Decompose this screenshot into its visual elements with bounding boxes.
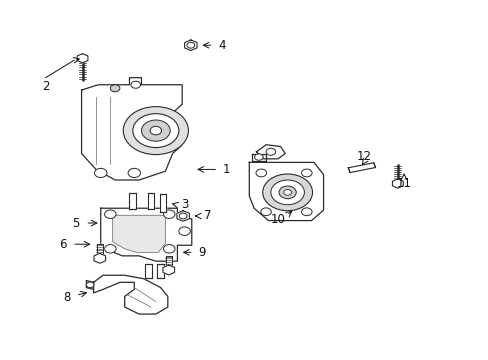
Circle shape — [186, 42, 194, 48]
Text: 6: 6 — [59, 238, 66, 251]
Polygon shape — [101, 208, 191, 261]
Circle shape — [110, 85, 120, 92]
Polygon shape — [347, 163, 375, 172]
Polygon shape — [86, 280, 93, 289]
Polygon shape — [147, 193, 154, 209]
Circle shape — [150, 126, 161, 135]
Polygon shape — [184, 40, 197, 50]
Circle shape — [270, 180, 304, 205]
Polygon shape — [251, 153, 265, 161]
Polygon shape — [163, 265, 174, 275]
Circle shape — [283, 189, 291, 195]
Circle shape — [141, 120, 170, 141]
Circle shape — [94, 168, 107, 177]
Polygon shape — [81, 78, 182, 180]
Polygon shape — [97, 244, 102, 258]
Text: 12: 12 — [356, 149, 371, 162]
Circle shape — [163, 244, 175, 253]
Circle shape — [179, 227, 190, 235]
Polygon shape — [165, 256, 171, 270]
Polygon shape — [145, 264, 152, 278]
Polygon shape — [129, 193, 136, 209]
Circle shape — [163, 210, 175, 219]
Circle shape — [86, 282, 94, 288]
Text: 2: 2 — [42, 80, 49, 93]
Circle shape — [133, 114, 179, 148]
Circle shape — [179, 213, 187, 219]
Text: 8: 8 — [63, 291, 71, 303]
Circle shape — [123, 107, 188, 154]
Circle shape — [279, 186, 296, 199]
Circle shape — [301, 208, 311, 216]
Circle shape — [301, 169, 311, 177]
Polygon shape — [392, 179, 403, 188]
Text: 3: 3 — [181, 198, 188, 211]
Circle shape — [131, 81, 140, 88]
Polygon shape — [177, 211, 189, 221]
Circle shape — [260, 208, 271, 216]
Polygon shape — [93, 275, 167, 314]
Circle shape — [104, 244, 116, 253]
Text: 1: 1 — [222, 163, 229, 176]
Text: 5: 5 — [72, 217, 80, 230]
Circle shape — [254, 154, 263, 160]
Polygon shape — [77, 54, 88, 63]
Text: 9: 9 — [198, 246, 205, 259]
Polygon shape — [113, 215, 165, 252]
Circle shape — [256, 169, 266, 177]
Text: 10: 10 — [270, 213, 285, 226]
Circle shape — [265, 148, 275, 155]
Circle shape — [104, 210, 116, 219]
Text: 7: 7 — [203, 210, 211, 222]
Polygon shape — [94, 253, 105, 263]
Polygon shape — [157, 264, 163, 278]
Text: 11: 11 — [396, 177, 411, 190]
Text: 4: 4 — [218, 39, 225, 52]
Circle shape — [128, 168, 140, 177]
Polygon shape — [256, 145, 285, 159]
Circle shape — [262, 174, 312, 211]
Polygon shape — [249, 162, 323, 221]
Polygon shape — [160, 194, 166, 212]
